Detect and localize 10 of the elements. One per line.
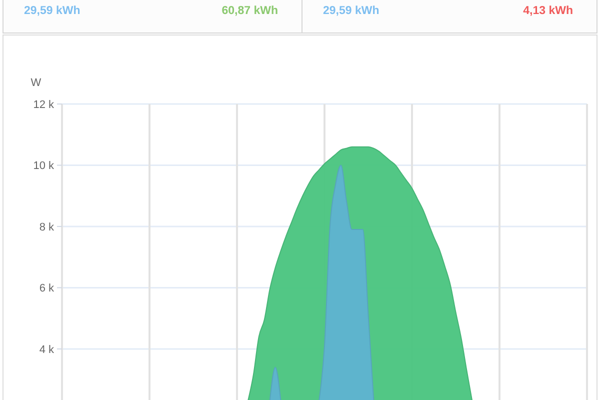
y-axis-title: W (30, 76, 42, 89)
y-tick-label: 10 k (33, 160, 54, 172)
y-tick-label: 8 k (39, 221, 54, 234)
y-tick-label: 6 k (39, 282, 54, 295)
text: 60,87 kWh (222, 5, 278, 17)
text: 4,13 kWh (523, 5, 573, 17)
y-tick-label: 12 k (33, 98, 54, 111)
text: 29,59 kWh (24, 5, 80, 17)
text: 29,59 kWh (323, 5, 380, 17)
y-tick-label: 4 k (39, 344, 54, 356)
